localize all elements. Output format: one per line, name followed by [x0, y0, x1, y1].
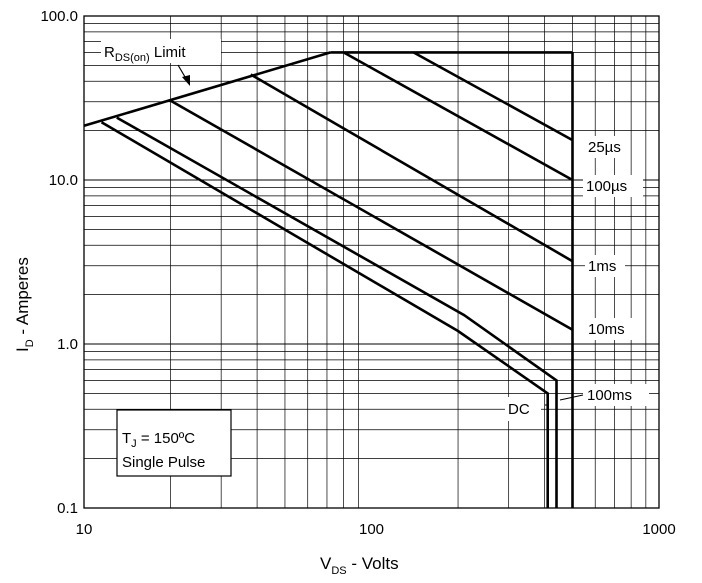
label-10ms-bg: [585, 318, 637, 340]
y-tick-label: 100.0: [40, 8, 78, 25]
condition-box: [116, 409, 232, 477]
rds-limit-label: RDS(on) Limit: [104, 44, 186, 64]
label-1ms-bg: [585, 255, 625, 277]
100ms-leader-line: [559, 394, 584, 401]
label-10ms: 10ms: [588, 321, 625, 338]
label-25us-bg: [583, 136, 629, 158]
x-tick-label: 100: [359, 521, 384, 538]
rds-arrow-head: [182, 75, 190, 86]
series-line-1ms: [250, 73, 574, 263]
y-tick-label: 0.1: [57, 500, 78, 517]
series-line-10ms: [169, 99, 574, 331]
annotation-backgrounds: [101, 39, 649, 421]
label-dc: DC: [508, 401, 530, 418]
series-lines: [83, 51, 574, 508]
label-1ms: 1ms: [588, 258, 616, 275]
plot-frame: [83, 15, 660, 509]
series-line-100-s: [342, 51, 574, 182]
label-25us: 25µs: [588, 139, 621, 156]
tick-labels: 10 100 1000 100.0 10.0 1.0 0.1: [40, 8, 675, 538]
label-100us: 100µs: [586, 178, 627, 195]
label-100us-bg: [583, 175, 643, 197]
label-100ms-bg: [583, 384, 649, 406]
x-tick-label: 10: [76, 521, 93, 538]
y-axis-title: ID - Amperes: [13, 257, 36, 352]
series-line-25-s: [412, 51, 574, 142]
label-100ms: 100ms: [587, 387, 632, 404]
y-tick-label: 10.0: [49, 172, 78, 189]
x-axis-title: VDS - Volts: [320, 554, 399, 577]
series-line-rds-on-limit: [83, 51, 331, 128]
x-tick-label: 1000: [642, 521, 675, 538]
series-line-dc: [100, 121, 550, 508]
rds-label-bg: [101, 39, 221, 63]
series-line-100ms: [116, 116, 558, 508]
condition-temperature: TJ = 150ºC: [122, 430, 195, 450]
condition-pulse: Single Pulse: [122, 454, 205, 471]
label-dc-bg: [505, 397, 541, 421]
y-tick-label: 1.0: [57, 336, 78, 353]
